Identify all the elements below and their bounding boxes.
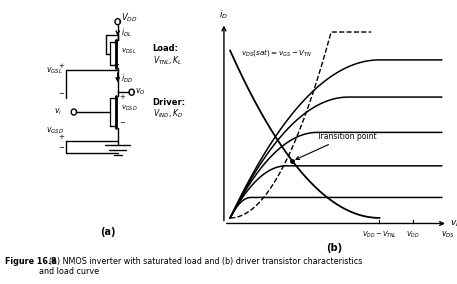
Text: $v_{DS}(sat) = v_{GS} - V_{TN}$: $v_{DS}(sat) = v_{GS} - V_{TN}$ — [240, 47, 312, 58]
Text: −: − — [120, 120, 126, 126]
Text: $i_{DL}$: $i_{DL}$ — [121, 26, 132, 39]
Text: $V_{TNL}, K_L$: $V_{TNL}, K_L$ — [153, 54, 182, 67]
Text: (a) NMOS inverter with saturated load and (b) driver transistor characteristics
: (a) NMOS inverter with saturated load an… — [39, 257, 362, 276]
Text: −: − — [58, 91, 64, 97]
Text: +: + — [114, 38, 120, 44]
Text: (b): (b) — [326, 243, 342, 253]
Text: $V_{IND}, K_D$: $V_{IND}, K_D$ — [153, 108, 182, 120]
Text: −: − — [58, 145, 64, 151]
Text: Transition point: Transition point — [296, 132, 377, 159]
Text: $v_O$: $v_O$ — [135, 86, 146, 97]
Text: $i_D$: $i_D$ — [219, 8, 228, 21]
Text: (a): (a) — [100, 227, 115, 237]
Text: Load:: Load: — [153, 45, 179, 53]
Text: $v_{DS}$: $v_{DS}$ — [450, 218, 457, 229]
Text: Figure 16.8: Figure 16.8 — [5, 257, 56, 266]
Text: $i_{DD}$: $i_{DD}$ — [121, 73, 133, 85]
Text: $V_{DD}$: $V_{DD}$ — [406, 230, 420, 240]
Text: $v_{GSL}$: $v_{GSL}$ — [46, 65, 63, 76]
Text: $v_{GSD}$: $v_{GSD}$ — [46, 126, 64, 137]
Text: $v_{DSD}$: $v_{DSD}$ — [121, 104, 137, 113]
Text: $V_{DD}-V_{TNL}$: $V_{DD}-V_{TNL}$ — [362, 230, 397, 240]
Text: $v_{DSL}$: $v_{DSL}$ — [121, 47, 136, 56]
Text: +: + — [58, 63, 64, 69]
Text: $V_{DD}$: $V_{DD}$ — [121, 11, 137, 24]
Text: +: + — [120, 94, 126, 100]
Text: Driver:: Driver: — [153, 98, 186, 107]
Text: $v_i$: $v_i$ — [54, 106, 62, 117]
Text: $v_{DS}$: $v_{DS}$ — [441, 230, 455, 241]
Text: +: + — [58, 134, 64, 140]
Text: −: − — [114, 62, 120, 68]
